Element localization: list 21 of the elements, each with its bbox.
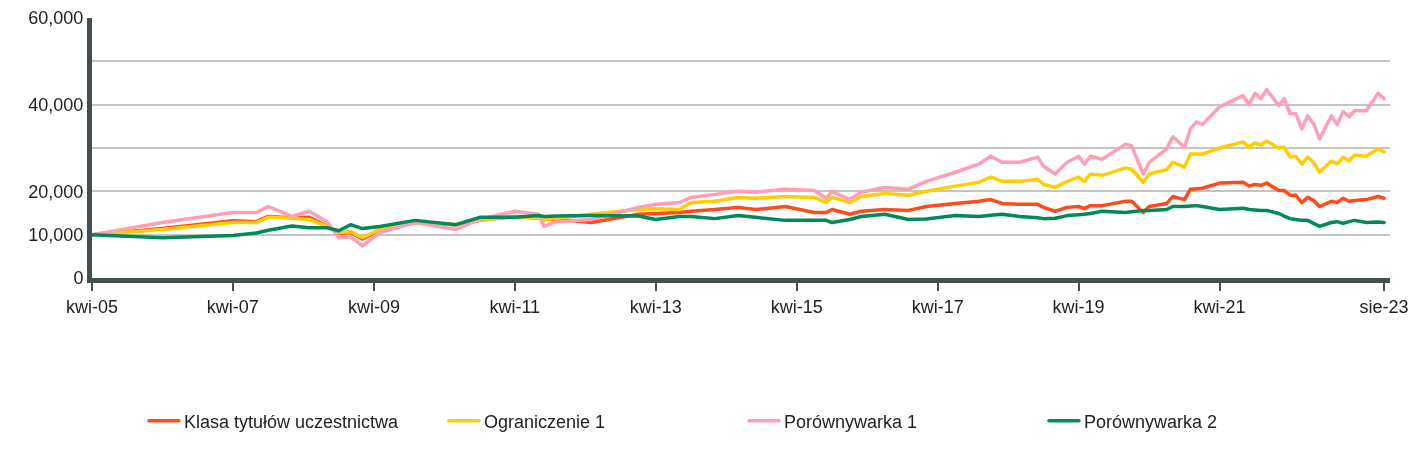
- legend-label: Ograniczenie 1: [483, 411, 605, 432]
- y-tick-label: 20,000: [28, 181, 84, 202]
- line-series: [92, 203, 1386, 240]
- x-tick-label: kwi-19: [1052, 296, 1105, 317]
- x-tick-label: kwi-11: [489, 296, 541, 317]
- legend-label: Klasa tytułów uczestnictwa: [183, 411, 399, 432]
- x-tick-label: sie-23: [1359, 296, 1409, 317]
- x-tick-label: kwi-13: [629, 296, 682, 317]
- line-series: [92, 87, 1386, 248]
- y-tick-label: 10,000: [28, 224, 84, 245]
- x-tick-label: kwi-05: [65, 296, 119, 317]
- legend-label: Porównywarka 2: [1083, 411, 1217, 432]
- y-tick-label: 0: [73, 268, 84, 289]
- x-tick-label: kwi-09: [347, 296, 400, 317]
- legend-label: Porównywarka 1: [783, 411, 917, 432]
- x-tick-label: kwi-07: [206, 296, 259, 317]
- x-tick-label: kwi-15: [770, 296, 823, 317]
- x-tick-label: kwi-17: [911, 296, 964, 317]
- y-tick-label: 40,000: [28, 94, 84, 115]
- x-tick-label: kwi-21: [1193, 296, 1246, 317]
- y-tick-label: 60,000: [28, 8, 84, 29]
